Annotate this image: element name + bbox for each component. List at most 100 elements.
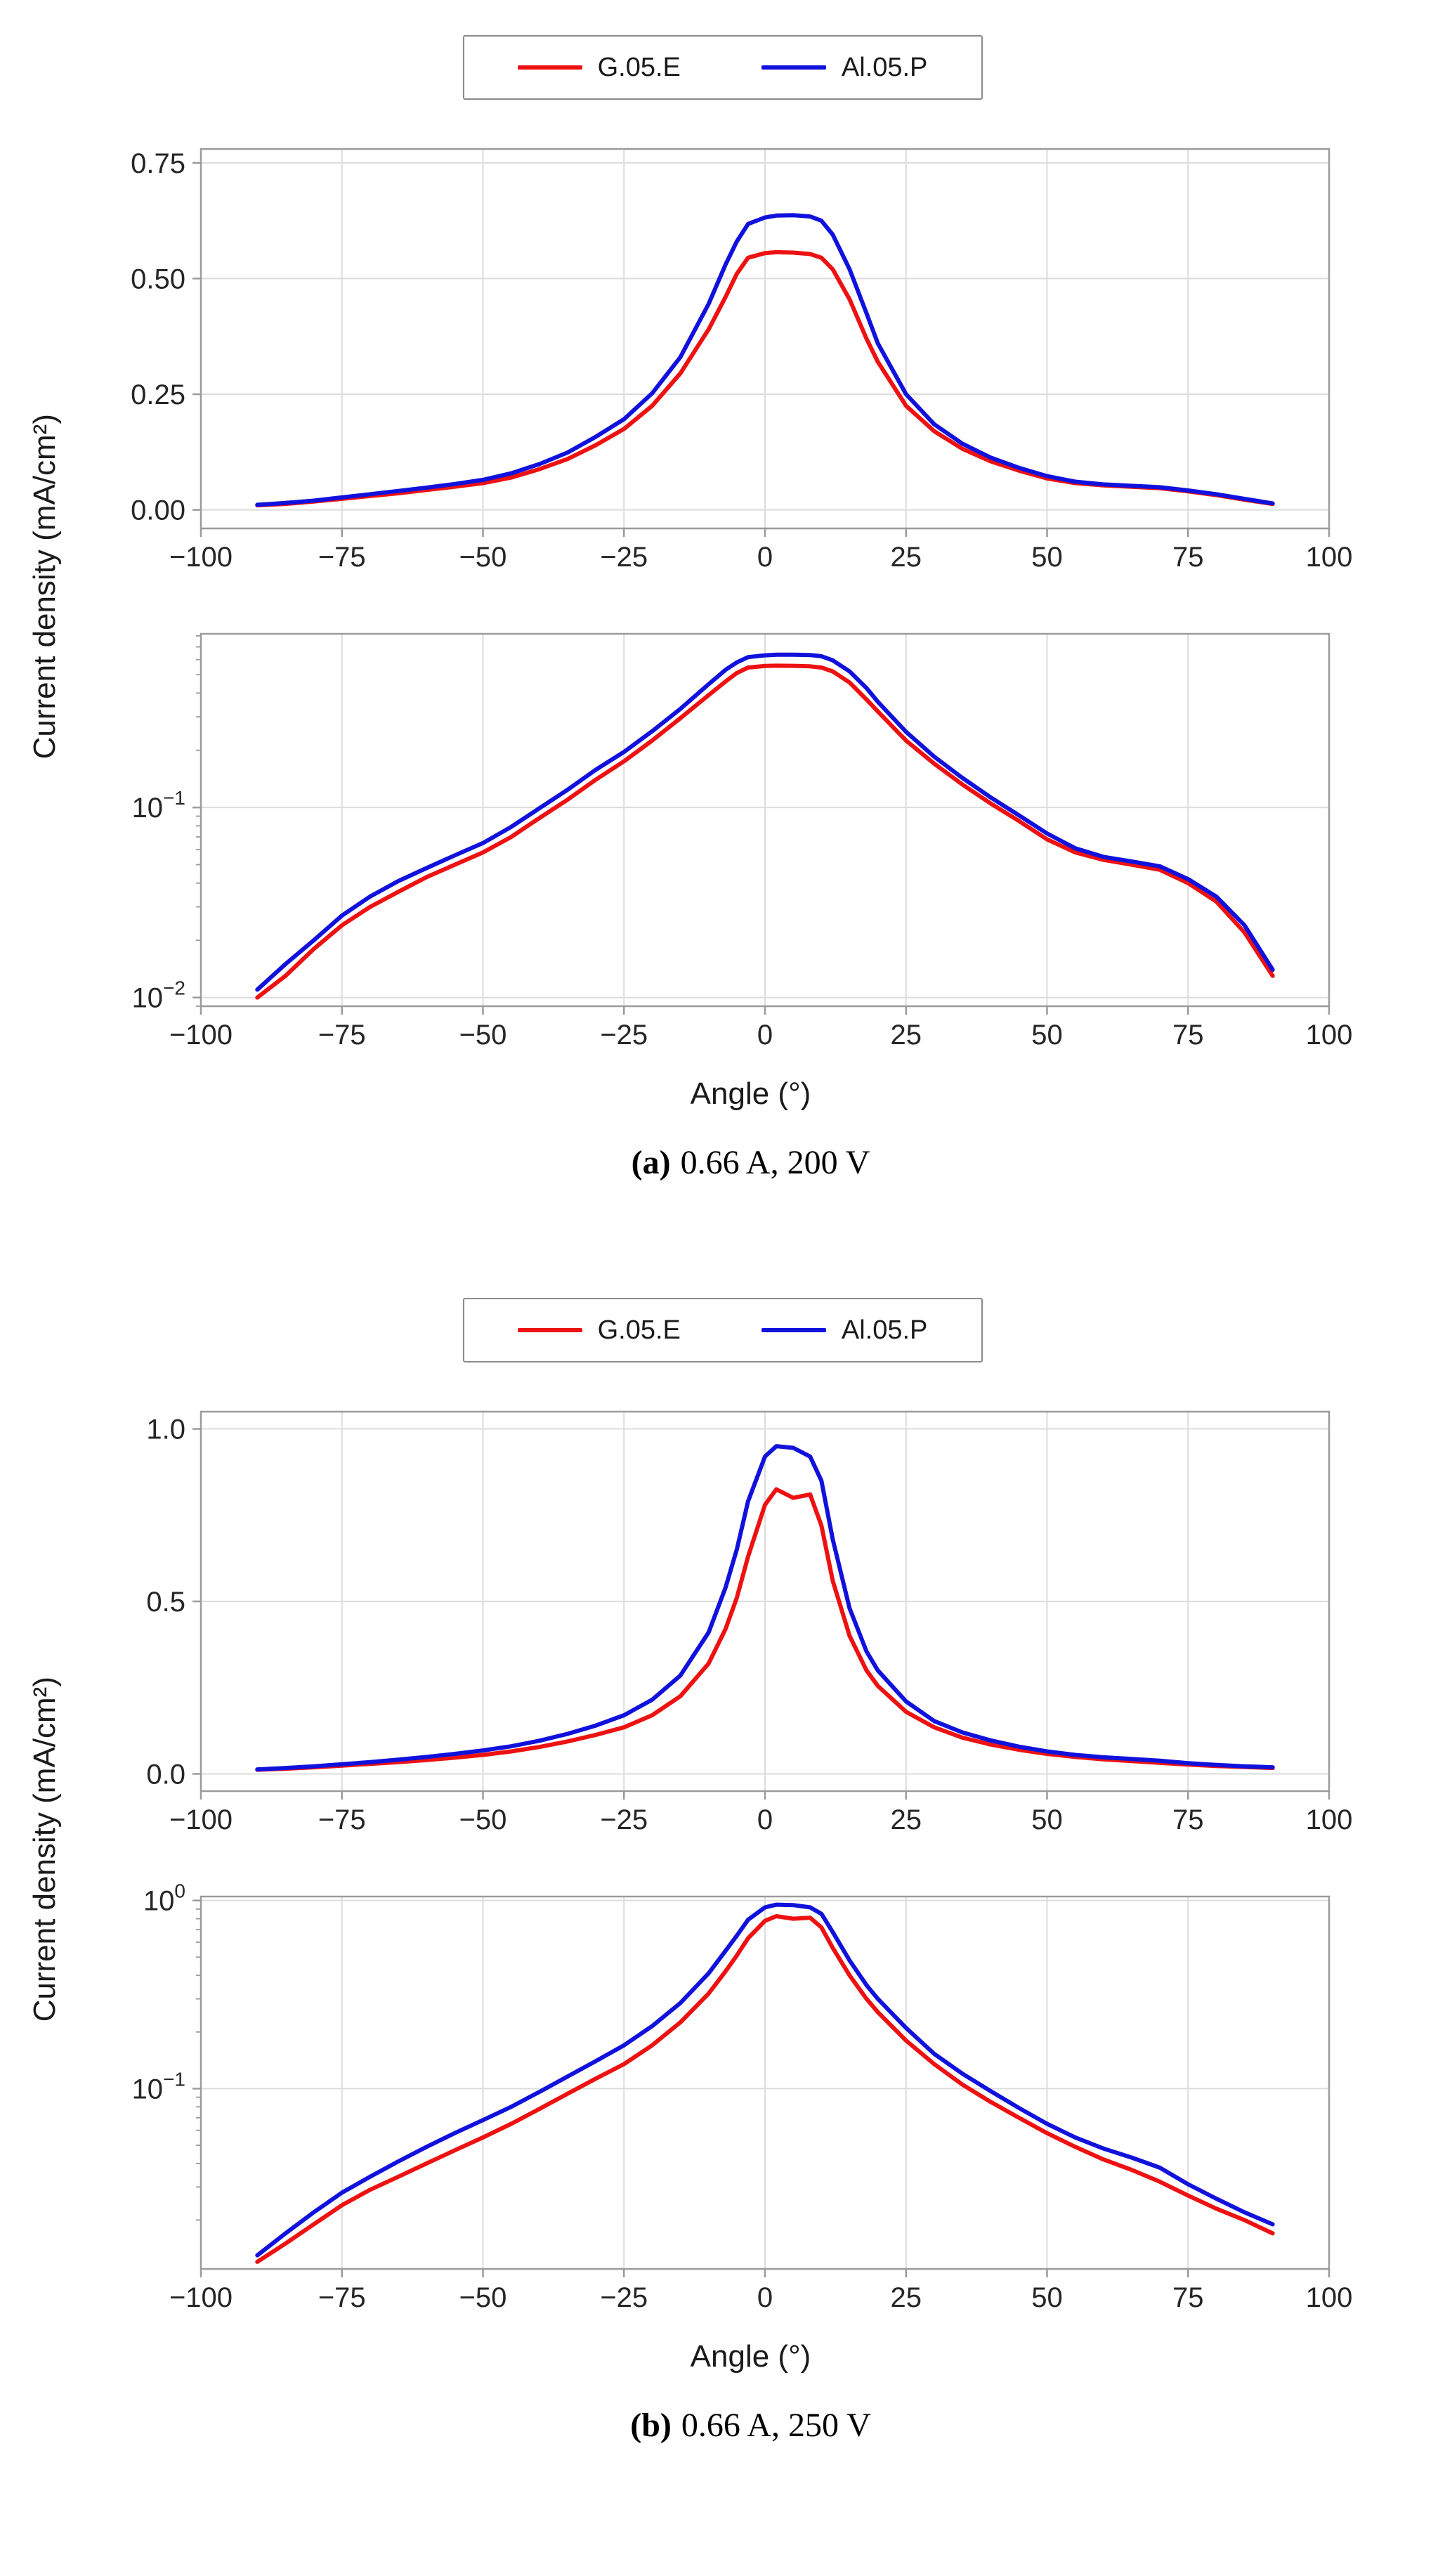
svg-text:10−2: 10−2: [132, 977, 185, 1014]
svg-text:−100: −100: [169, 2282, 233, 2313]
series-line-Al.05.P: [255, 1444, 1275, 1772]
grid: [200, 634, 1330, 1006]
svg-text:−75: −75: [318, 542, 366, 573]
tick-marks: [192, 1428, 1330, 1800]
y-axis-label: Current density (mA/cm²): [27, 414, 62, 760]
legend-label: G.05.E: [597, 1315, 681, 1345]
legend-line-blue: [761, 65, 826, 70]
legend-label: Al.05.P: [841, 52, 928, 82]
svg-text:−25: −25: [600, 1020, 648, 1050]
svg-text:100: 100: [143, 1880, 185, 1917]
svg-text:−25: −25: [600, 1804, 648, 1835]
svg-text:1.0: 1.0: [146, 1414, 185, 1445]
svg-text:−50: −50: [459, 1020, 507, 1050]
legend-label: Al.05.P: [841, 1315, 928, 1345]
grid: [200, 1412, 1330, 1791]
svg-text:0: 0: [757, 542, 773, 573]
series-lines: [255, 652, 1275, 1000]
svg-text:10−1: 10−1: [132, 787, 185, 824]
panel-b-linear-plot: −100 −75 −50 −25 0 25 50 75 100 0.0 0.5 1.0: [146, 1410, 1352, 1835]
series-lines: [255, 1444, 1275, 1772]
svg-text:100: 100: [1306, 2282, 1353, 2313]
svg-text:25: 25: [891, 542, 922, 573]
tick-marks: [192, 635, 1330, 1015]
svg-text:−25: −25: [600, 2282, 648, 2313]
svg-text:−25: −25: [600, 542, 648, 573]
y-axis-label: Current density (mA/cm²): [27, 1677, 62, 2022]
svg-text:75: 75: [1172, 2282, 1204, 2313]
svg-text:0.5: 0.5: [146, 1587, 185, 1618]
legend-item: G.05.E: [517, 52, 681, 83]
svg-text:−75: −75: [318, 1804, 366, 1835]
svg-text:50: 50: [1031, 1020, 1063, 1050]
panel-a-log-plot: −100 −75 −50 −25 0 25 50 75 100 10−1 10−2: [132, 632, 1353, 1050]
tick-marks: [192, 162, 1330, 537]
svg-text:50: 50: [1031, 2282, 1063, 2313]
caption-text: 0.66 A, 250 V: [681, 2407, 871, 2444]
svg-text:75: 75: [1172, 1804, 1204, 1835]
series-lines: [255, 213, 1275, 508]
y-axis-label-wrap: Current density (mA/cm²): [20, 1382, 70, 2317]
svg-text:−75: −75: [318, 1020, 366, 1050]
series-line-Al.05.P: [255, 652, 1275, 992]
svg-text:75: 75: [1172, 1020, 1204, 1050]
svg-text:100: 100: [1306, 542, 1353, 573]
svg-text:0.50: 0.50: [131, 264, 185, 294]
series-line-G.05.E: [255, 1914, 1275, 2264]
svg-text:25: 25: [891, 1020, 922, 1050]
legend-label: G.05.E: [597, 52, 681, 82]
svg-text:0.0: 0.0: [146, 1759, 185, 1790]
svg-text:75: 75: [1172, 542, 1204, 573]
svg-text:50: 50: [1031, 1804, 1063, 1835]
svg-text:0: 0: [757, 1020, 773, 1050]
svg-text:−50: −50: [459, 1804, 507, 1835]
legend-item: Al.05.P: [761, 1315, 928, 1346]
series-line-Al.05.P: [255, 1902, 1275, 2258]
svg-text:25: 25: [891, 1804, 922, 1835]
legend-a: G.05.E Al.05.P: [462, 35, 983, 100]
legend-line-blue: [761, 1328, 826, 1332]
grid: [200, 149, 1330, 528]
caption-label: (b): [630, 2407, 672, 2444]
svg-text:50: 50: [1031, 542, 1063, 573]
legend-line-red: [517, 65, 582, 70]
panel-b-log-plot: −100 −75 −50 −25 0 25 50 75 100 100 10−1: [132, 1880, 1353, 2313]
caption-text: 0.66 A, 200 V: [680, 1144, 870, 1181]
series-lines: [255, 1902, 1275, 2264]
svg-text:0: 0: [757, 1804, 773, 1835]
tick-labels: −100 −75 −50 −25 0 25 50 75 100 10−1 10−2: [132, 787, 1353, 1050]
svg-text:100: 100: [1306, 1020, 1353, 1050]
series-line-Al.05.P: [255, 213, 1275, 507]
svg-text:−50: −50: [459, 2282, 507, 2313]
legend-item: Al.05.P: [761, 52, 928, 83]
panel-a-linear-plot: −100 −75 −50 −25 0 25 50 75 100 0.00 0.25 0.50 0.75: [131, 148, 1352, 573]
series-line-G.05.E: [255, 663, 1275, 1000]
legend-item: G.05.E: [517, 1315, 681, 1346]
legend-line-red: [517, 1328, 582, 1332]
grid: [200, 1897, 1330, 2269]
svg-text:0: 0: [757, 2282, 773, 2313]
tick-labels: −100 −75 −50 −25 0 25 50 75 100 100 10−1: [132, 1880, 1353, 2313]
svg-text:0.00: 0.00: [131, 495, 185, 526]
svg-text:0.75: 0.75: [131, 148, 185, 179]
svg-text:25: 25: [891, 2282, 922, 2313]
legend-b: G.05.E Al.05.P: [462, 1298, 983, 1362]
tick-marks: [192, 1899, 1330, 2277]
svg-text:100: 100: [1306, 1804, 1353, 1835]
panel-b: G.05.E Al.05.P −100 −75 −50 −25 0 25 50 75 100 0.…: [0, 1182, 1445, 2445]
svg-text:−100: −100: [169, 542, 233, 573]
x-axis-label: Angle (°): [690, 2339, 811, 2374]
svg-text:10−1: 10−1: [132, 2068, 185, 2105]
caption-a: (a) 0.66 A, 200 V: [0, 1143, 1445, 1182]
panel-a: G.05.E Al.05.P −100 −75 −50 −25 0 25 50 75 100 0.…: [0, 0, 1445, 1182]
tick-labels: −100 −75 −50 −25 0 25 50 75 100 0.0 0.5 1.0: [146, 1414, 1352, 1835]
svg-text:−100: −100: [169, 1804, 233, 1835]
svg-text:−75: −75: [318, 2282, 366, 2313]
svg-text:−50: −50: [459, 542, 507, 573]
y-axis-label-wrap: Current density (mA/cm²): [20, 119, 70, 1054]
svg-text:−100: −100: [169, 1020, 233, 1050]
caption-b: (b) 0.66 A, 250 V: [0, 2406, 1445, 2445]
svg-text:0.25: 0.25: [131, 379, 185, 410]
tick-labels: −100 −75 −50 −25 0 25 50 75 100 0.00 0.25 0.50 0.75: [131, 148, 1352, 573]
